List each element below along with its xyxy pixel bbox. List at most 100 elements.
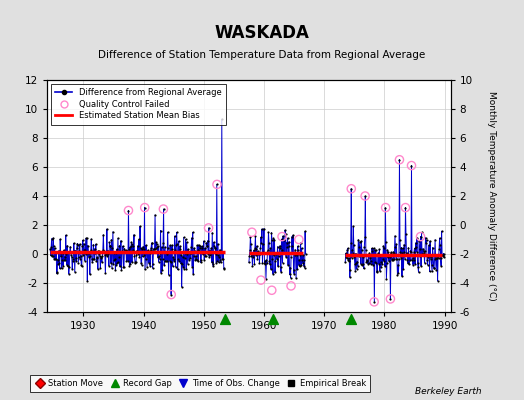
Point [80,241,88,247]
Point [263,260,271,266]
Point [407,162,416,169]
Point [263,257,271,263]
Point [72,255,80,261]
Point [48,235,56,242]
Point [438,252,446,258]
Point [148,265,157,271]
Point [120,246,128,252]
Point [383,260,391,266]
Point [204,225,213,231]
Point [268,287,276,294]
Point [191,253,200,259]
Point [259,249,268,255]
Point [409,256,418,263]
Point [287,254,295,260]
Point [129,247,137,253]
Point [429,244,437,251]
Point [387,250,395,256]
Point [290,252,299,258]
Point [264,247,272,253]
Point [440,254,449,260]
Point [59,262,68,269]
Point [49,243,58,250]
Point [158,267,166,274]
Point [176,246,184,253]
Point [212,260,221,266]
Point [403,256,412,263]
Point [101,270,110,277]
Point [288,250,297,256]
Point [357,238,366,244]
Point [356,252,365,258]
Point [410,245,419,252]
Point [105,239,114,246]
Point [290,270,298,277]
Point [361,193,369,199]
Point [70,240,78,246]
Legend: Difference from Regional Average, Quality Control Failed, Estimated Station Mean: Difference from Regional Average, Qualit… [51,84,226,124]
Point [416,246,424,252]
Point [195,248,203,254]
Point [144,249,152,256]
Point [158,256,167,262]
Point [396,236,404,243]
Point [384,254,392,260]
Point [397,254,405,261]
Point [417,233,425,240]
Point [90,248,98,254]
Point [253,256,261,262]
Point [200,238,208,244]
Point [355,244,363,250]
Point [406,248,414,254]
Point [367,261,375,267]
Point [422,237,431,244]
Point [375,246,384,253]
Point [97,259,106,265]
Point [346,266,354,273]
Point [270,252,278,258]
Point [113,246,121,252]
Point [132,260,140,266]
Point [156,256,164,262]
Point [407,162,416,169]
Point [128,241,137,248]
Point [205,254,213,260]
Point [137,260,145,266]
Point [296,252,304,258]
Point [77,253,85,259]
Point [259,241,267,247]
Point [433,255,441,261]
Point [395,156,403,163]
Point [219,256,227,262]
Point [148,240,156,246]
Point [106,243,114,250]
Point [255,260,264,266]
Point [439,252,447,258]
Point [283,235,292,241]
Point [269,235,278,242]
Point [67,249,75,256]
Point [272,251,280,257]
Point [177,260,185,267]
Point [354,262,362,269]
Point [53,268,61,275]
Point [401,204,410,211]
Point [174,256,182,262]
Point [281,230,290,237]
Point [357,260,365,267]
Point [214,252,223,259]
Point [103,226,111,232]
Point [146,247,155,254]
Point [166,258,174,264]
Point [360,244,368,250]
Point [136,223,144,230]
Point [252,252,260,258]
Point [296,263,304,270]
Point [377,258,386,265]
Point [387,249,396,256]
Point [167,291,176,298]
Point [436,255,445,261]
Point [294,236,303,243]
Point [362,247,370,253]
Point [392,241,401,247]
